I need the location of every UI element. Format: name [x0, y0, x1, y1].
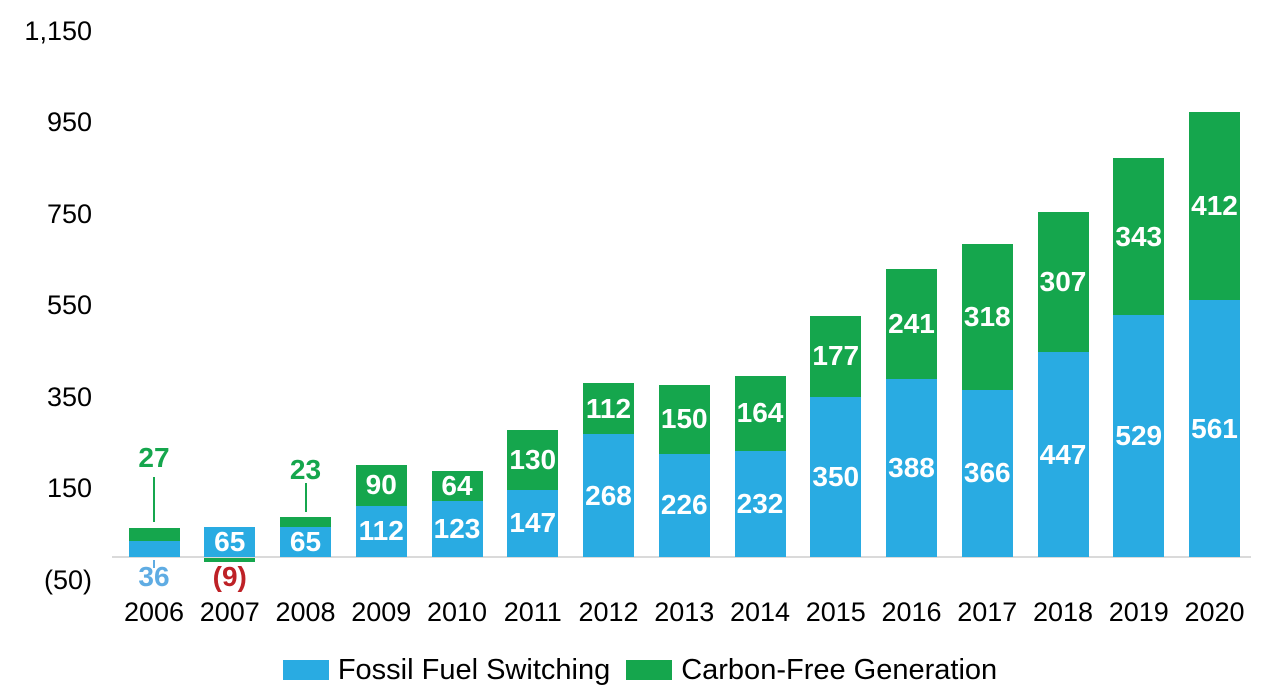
bar-label-carbon-2020: 412 [1191, 190, 1238, 222]
y-tick-350: 350 [46, 381, 92, 412]
bar-segment-fossil-2007 [204, 527, 256, 557]
bar-label-fossil-2016: 388 [888, 452, 935, 484]
bar-segment-carbon-2018 [1037, 212, 1089, 353]
y-tick-150: 150 [46, 473, 92, 504]
x-axis-label-2018: 2018 [1032, 597, 1094, 627]
bar-label-carbon-2014: 164 [736, 397, 784, 429]
bar-segment-fossil-2015 [810, 396, 862, 557]
bar-label-carbon-2011: 130 [509, 444, 557, 475]
y-tick-950: 950 [46, 107, 92, 138]
bar-label-carbon-2010: 64 [441, 470, 473, 502]
bar-segment-carbon-2012 [583, 383, 634, 435]
bar-label-fossil-2009: 112 [358, 515, 404, 547]
bar-label-fossil-2015: 350 [812, 460, 860, 492]
x-axis-label-2016: 2016 [881, 597, 942, 627]
bar-label-carbon-2016: 241 [888, 308, 935, 340]
bar-label-fossil-2017: 366 [963, 457, 1011, 489]
x-axis-label-2020: 2020 [1184, 597, 1245, 627]
above-bar-label-carbon-2006: 27 [138, 442, 170, 473]
x-axis-label-2019: 2019 [1108, 597, 1169, 627]
bar-label-fossil-2008: 65 [289, 526, 322, 558]
legend: Fossil Fuel Switching Carbon-Free Genera… [0, 650, 1280, 690]
bar-label-fossil-2011: 147 [509, 507, 557, 539]
bar-segment-carbon-2019 [1113, 158, 1165, 315]
bar-label-fossil-2012: 268 [585, 479, 632, 511]
bar-segment-carbon-2016 [886, 269, 937, 380]
bar-label-fossil-2010: 123 [433, 512, 481, 544]
y-tick-1150: 1,150 [24, 15, 92, 46]
bar-segment-fossil-2012 [583, 434, 634, 557]
bar-segment-carbon-2017 [961, 244, 1013, 390]
below-axis-label-carbon-2007: (9) [212, 561, 247, 592]
below-axis-label-fossil-2006: 36 [138, 561, 170, 592]
bar-segment-fossil-2019 [1113, 314, 1165, 557]
x-axis-label-2009: 2009 [351, 597, 412, 627]
bar-segment-fossil-2011 [507, 489, 559, 557]
bar-segment-carbon-2011 [507, 430, 559, 490]
bar-label-carbon-2015: 177 [812, 340, 860, 372]
x-axis-label-2007: 2007 [199, 597, 260, 627]
bar-segment-fossil-2020 [1189, 300, 1240, 557]
bar-segment-fossil-2010 [431, 500, 483, 557]
above-bar-label-carbon-2008: 23 [289, 454, 322, 485]
x-axis-label-2017: 2017 [957, 597, 1018, 627]
x-axis-line [112, 556, 1251, 558]
bar-segment-fossil-2008 [280, 527, 331, 557]
bar-segment-fossil-2013 [658, 453, 710, 557]
bar-segment-carbon-2010 [431, 471, 483, 501]
bar-label-carbon-2012: 112 [585, 392, 632, 424]
bar-segment-carbon-2014 [734, 375, 786, 451]
bar-label-fossil-2018: 447 [1039, 438, 1087, 470]
legend-swatch-fossil-fuel-switching [282, 660, 329, 680]
bar-segment-fossil-2014 [734, 450, 786, 557]
bar-segment-fossil-2016 [886, 379, 937, 557]
bar-segment-carbon-negative-2007 [204, 558, 256, 563]
legend-swatch-carbon-free-generation [626, 660, 673, 680]
bar-label-fossil-2013: 226 [660, 489, 708, 521]
bar-label-carbon-2018: 307 [1039, 266, 1087, 298]
x-axis-label-2013: 2013 [654, 597, 715, 627]
bar-segment-fossil-2006 [128, 540, 180, 557]
y-tick-50: (50) [43, 564, 92, 595]
legend-label-carbon-free-generation: Carbon-Free Generation [681, 653, 998, 686]
y-tick-550: 550 [46, 290, 92, 321]
bar-label-fossil-2020: 561 [1191, 412, 1238, 444]
bar-label-carbon-2019: 343 [1115, 220, 1163, 252]
bar-label-fossil-2014: 232 [736, 487, 784, 519]
x-axis-label-2012: 2012 [578, 597, 639, 627]
bar-segment-carbon-2009 [355, 464, 407, 506]
x-axis-label-2015: 2015 [805, 597, 866, 627]
y-tick-750: 750 [46, 198, 92, 229]
leader-line-fossil-2006 [153, 560, 155, 568]
x-axis-label-2008: 2008 [275, 597, 336, 627]
leader-line-carbon-2006 [153, 477, 155, 522]
leader-line-carbon-2008 [304, 483, 307, 512]
bar-label-carbon-2017: 318 [963, 300, 1011, 332]
bar-segment-fossil-2009 [355, 505, 407, 557]
bar-segment-carbon-2015 [810, 315, 862, 397]
x-axis-label-2014: 2014 [729, 597, 791, 627]
legend-label-fossil-fuel-switching: Fossil Fuel Switching [337, 653, 611, 686]
bar-label-carbon-2009: 90 [365, 469, 397, 501]
bar-segment-carbon-2008 [280, 516, 331, 528]
bar-label-fossil-2007: 65 [214, 526, 246, 558]
bar-segment-fossil-2018 [1037, 352, 1089, 557]
bar-label-fossil-2019: 529 [1115, 419, 1163, 451]
bar-label-carbon-2013: 150 [660, 403, 708, 435]
bar-segment-carbon-2013 [658, 384, 710, 454]
bar-segment-carbon-2020 [1189, 111, 1240, 301]
x-axis-label-2010: 2010 [426, 597, 488, 627]
x-axis-label-2006: 2006 [123, 597, 185, 627]
bar-segment-fossil-2017 [961, 389, 1013, 557]
bar-segment-carbon-2006 [128, 528, 180, 541]
x-axis-label-2011: 2011 [503, 597, 562, 627]
